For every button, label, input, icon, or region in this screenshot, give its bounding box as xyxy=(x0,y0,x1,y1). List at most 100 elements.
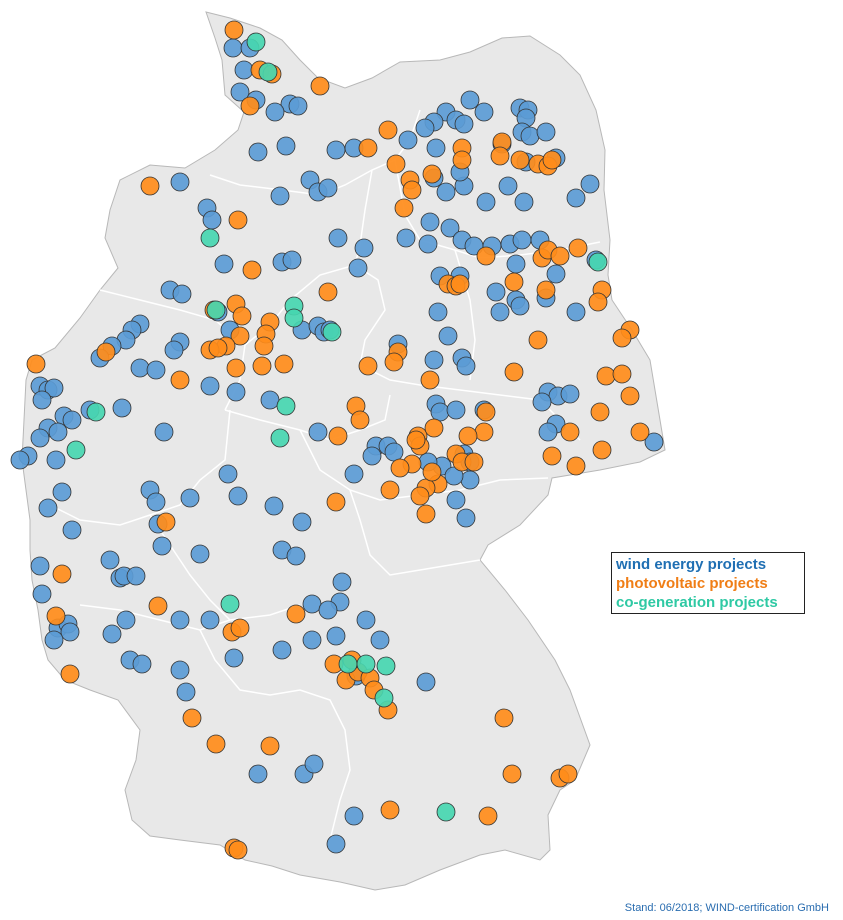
chp-project-marker xyxy=(66,440,86,460)
wind-project-marker xyxy=(566,188,586,208)
wind-project-marker xyxy=(420,212,440,232)
wind-project-marker xyxy=(426,138,446,158)
wind-project-marker xyxy=(276,136,296,156)
wind-project-marker xyxy=(514,192,534,212)
wind-project-marker xyxy=(326,834,346,854)
wind-project-marker xyxy=(370,630,390,650)
pv-project-marker xyxy=(494,708,514,728)
pv-project-marker xyxy=(406,430,426,450)
wind-project-marker xyxy=(270,186,290,206)
pv-project-marker xyxy=(410,486,430,506)
pv-project-marker xyxy=(310,76,330,96)
pv-project-marker xyxy=(464,452,484,472)
wind-project-marker xyxy=(164,340,184,360)
wind-project-marker xyxy=(176,682,196,702)
pv-project-marker xyxy=(386,154,406,174)
wind-project-marker xyxy=(288,96,308,116)
wind-project-marker xyxy=(228,486,248,506)
pv-project-marker xyxy=(630,422,650,442)
pv-project-marker xyxy=(26,354,46,374)
wind-project-marker xyxy=(302,630,322,650)
wind-project-marker xyxy=(446,490,466,510)
wind-project-marker xyxy=(356,610,376,630)
pv-project-marker xyxy=(60,664,80,684)
wind-project-marker xyxy=(112,398,132,418)
pv-project-marker xyxy=(260,736,280,756)
wind-project-marker xyxy=(440,218,460,238)
wind-project-marker xyxy=(326,626,346,646)
pv-project-marker xyxy=(274,354,294,374)
wind-project-marker xyxy=(328,228,348,248)
wind-project-marker xyxy=(415,118,435,138)
wind-project-marker xyxy=(146,492,166,512)
pv-project-marker xyxy=(476,402,496,422)
wind-project-marker xyxy=(418,234,438,254)
pv-project-marker xyxy=(536,280,556,300)
wind-project-marker xyxy=(152,536,172,556)
chp-project-marker xyxy=(284,308,304,328)
wind-project-marker xyxy=(48,422,68,442)
chp-project-marker xyxy=(436,802,456,822)
pv-project-marker xyxy=(326,492,346,512)
pv-project-marker xyxy=(358,356,378,376)
pv-project-marker xyxy=(568,238,588,258)
chp-project-marker xyxy=(374,688,394,708)
wind-project-marker xyxy=(498,176,518,196)
wind-project-marker xyxy=(200,376,220,396)
pv-project-marker xyxy=(560,422,580,442)
wind-project-marker xyxy=(172,284,192,304)
wind-project-marker xyxy=(62,410,82,430)
footer-credit: Stand: 06/2018; WIND-certification GmbH xyxy=(624,902,829,914)
wind-project-marker xyxy=(170,172,190,192)
pv-project-marker xyxy=(328,426,348,446)
wind-project-marker xyxy=(438,326,458,346)
wind-project-marker xyxy=(282,250,302,270)
chp-project-marker xyxy=(588,252,608,272)
project-markers xyxy=(10,20,664,860)
wind-project-marker xyxy=(344,464,364,484)
pv-project-marker xyxy=(224,20,244,40)
wind-project-marker xyxy=(132,654,152,674)
wind-project-marker xyxy=(224,648,244,668)
wind-project-marker xyxy=(44,630,64,650)
wind-project-marker xyxy=(30,556,50,576)
pv-project-marker xyxy=(252,356,272,376)
pv-project-marker xyxy=(148,596,168,616)
wind-project-marker xyxy=(260,390,280,410)
wind-project-marker xyxy=(44,378,64,398)
legend: wind energy projects photovoltaic projec… xyxy=(611,552,805,614)
pv-project-marker xyxy=(46,606,66,626)
pv-project-marker xyxy=(350,410,370,430)
wind-project-marker xyxy=(362,446,382,466)
chp-project-marker xyxy=(356,654,376,674)
wind-project-marker xyxy=(538,422,558,442)
pv-project-marker xyxy=(542,150,562,170)
wind-project-marker xyxy=(424,350,444,370)
wind-project-marker xyxy=(436,182,456,202)
pv-project-marker xyxy=(230,326,250,346)
pv-project-marker xyxy=(242,260,262,280)
wind-project-marker xyxy=(62,520,82,540)
pv-project-marker xyxy=(286,604,306,624)
pv-project-marker xyxy=(140,176,160,196)
germany-outline xyxy=(21,11,666,891)
wind-project-marker xyxy=(286,546,306,566)
wind-project-marker xyxy=(130,358,150,378)
wind-project-marker xyxy=(456,508,476,528)
pv-project-marker xyxy=(474,422,494,442)
wind-project-marker xyxy=(100,550,120,570)
wind-project-marker xyxy=(506,254,526,274)
wind-project-marker xyxy=(510,296,530,316)
pv-project-marker xyxy=(504,272,524,292)
wind-project-marker xyxy=(308,422,328,442)
wind-project-marker xyxy=(532,392,552,412)
wind-project-marker xyxy=(272,640,292,660)
wind-project-marker xyxy=(60,622,80,642)
wind-project-marker xyxy=(223,38,243,58)
wind-project-marker xyxy=(536,122,556,142)
chp-project-marker xyxy=(338,654,358,674)
pv-project-marker xyxy=(490,146,510,166)
wind-project-marker xyxy=(326,140,346,160)
wind-project-marker xyxy=(10,450,30,470)
